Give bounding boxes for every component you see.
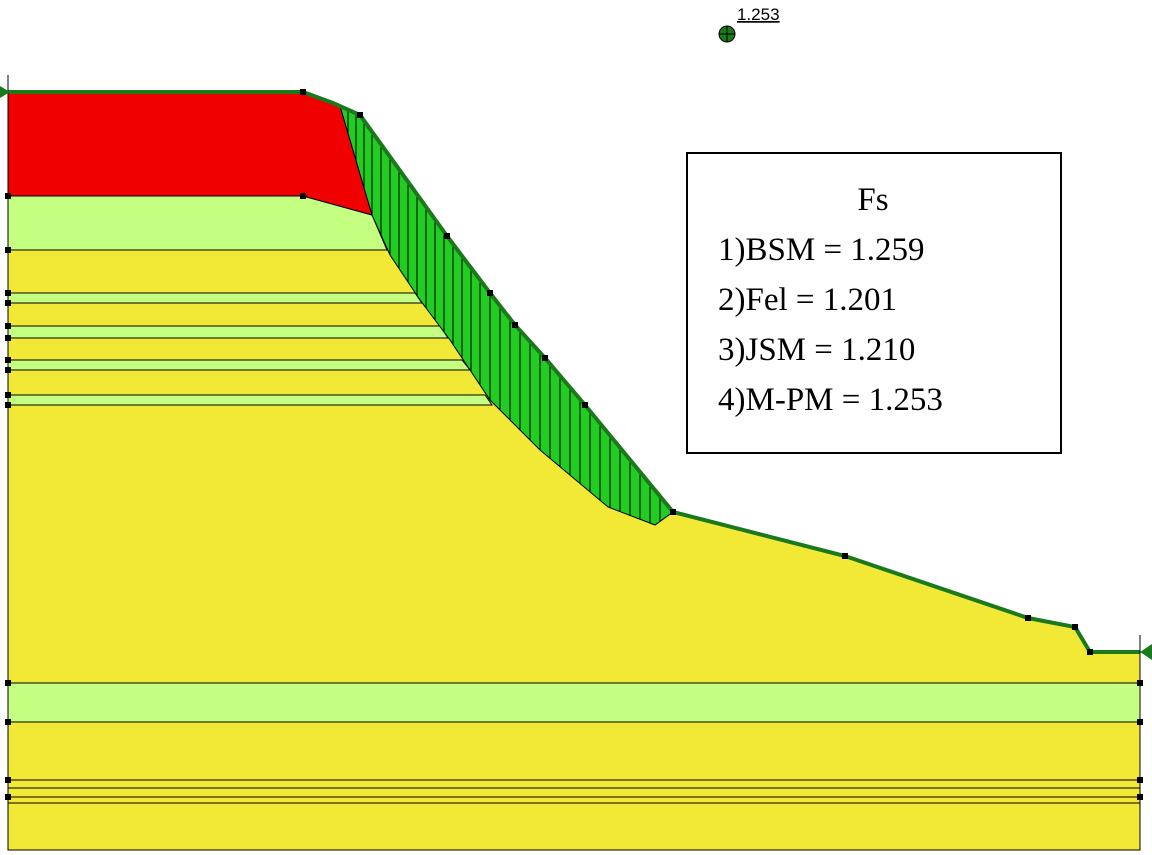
legend-item: 3)JSM = 1.210: [718, 332, 915, 368]
legend-item: 2)Fel = 1.201: [718, 282, 897, 318]
legend-item: 4)M-PM = 1.253: [718, 382, 943, 418]
legend-box: [686, 152, 1062, 454]
right-marker: [1140, 644, 1152, 660]
nodes: [5, 89, 1143, 800]
left-marker: [0, 86, 10, 98]
legend-title: Fs: [857, 182, 888, 218]
center-label: 1.253: [737, 5, 780, 24]
legend-item: 1)BSM = 1.259: [718, 232, 925, 268]
